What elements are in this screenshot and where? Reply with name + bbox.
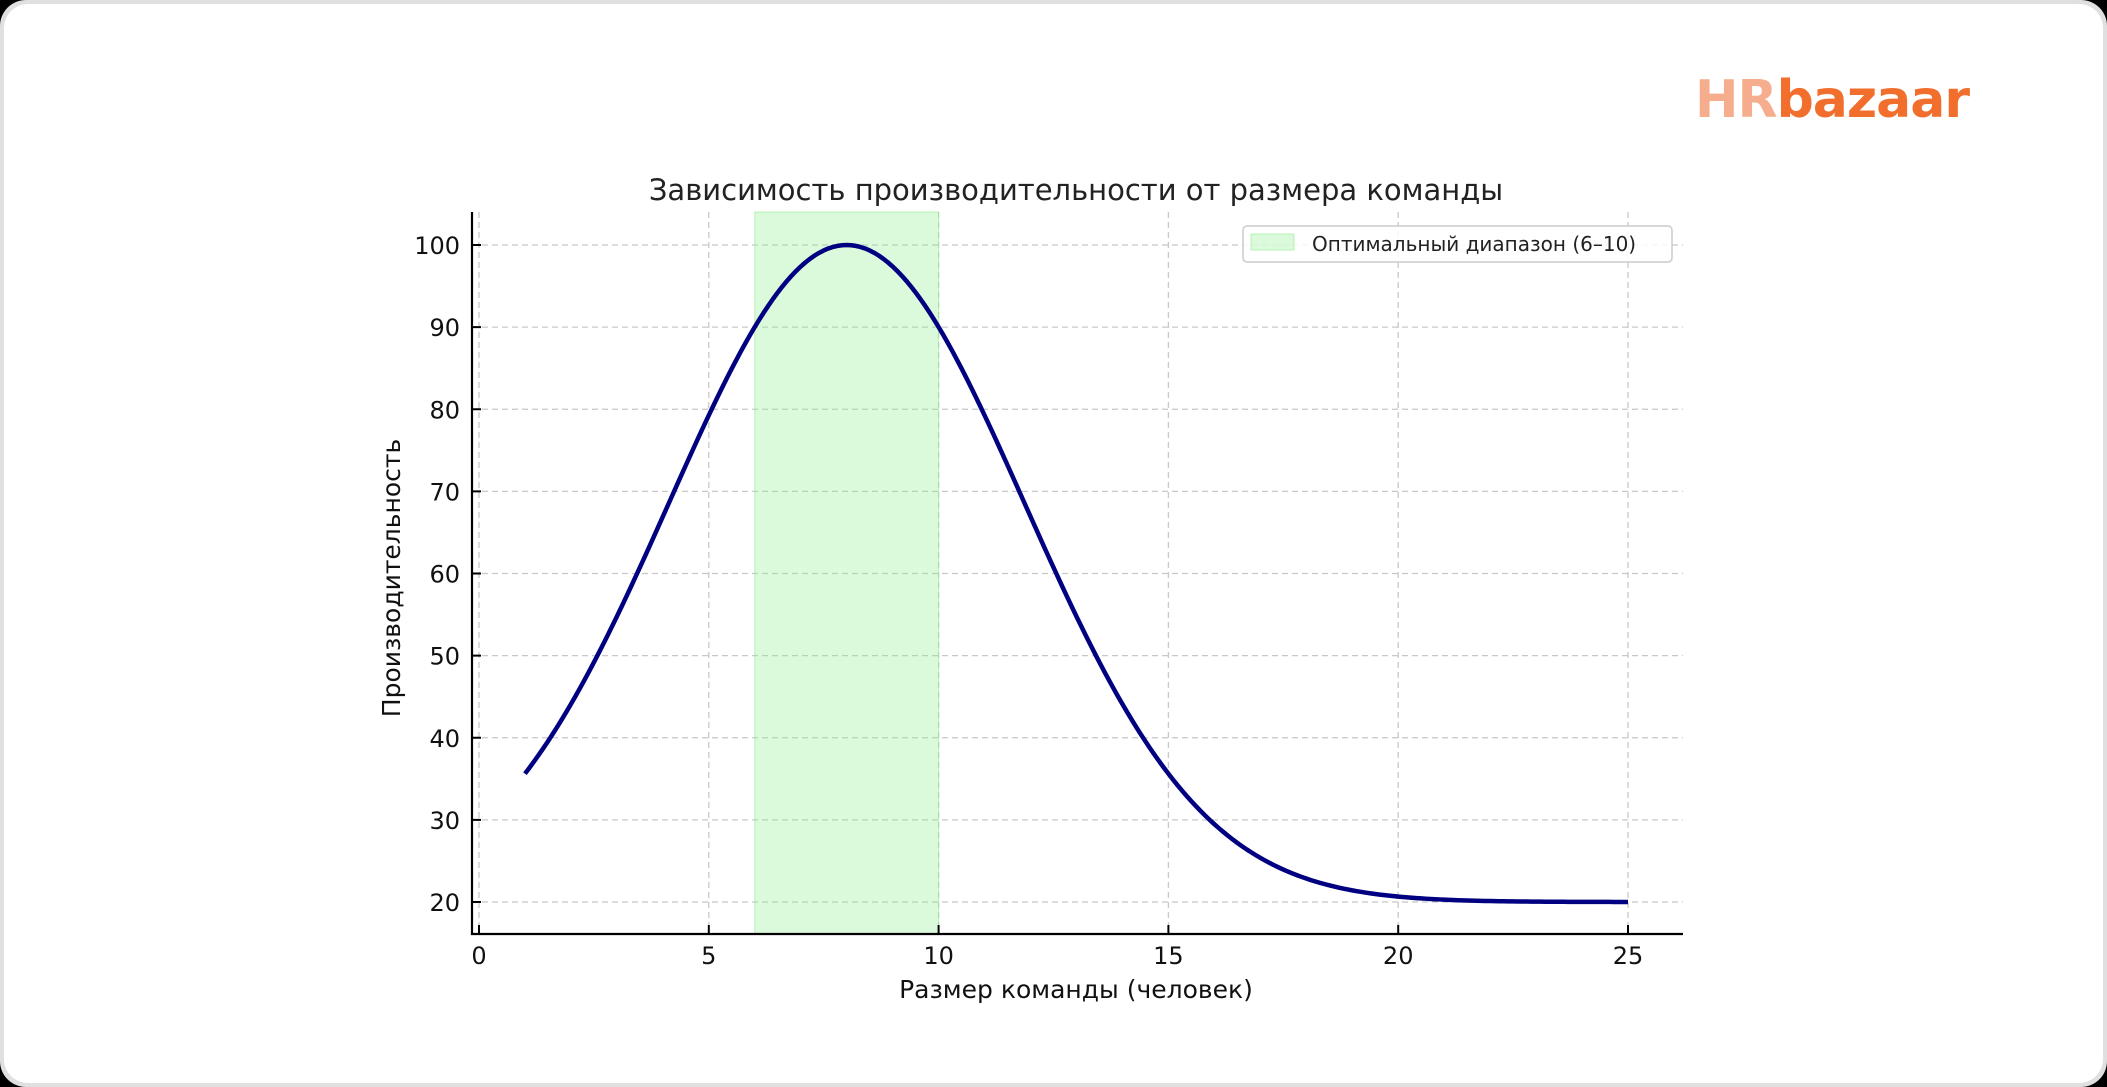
optimal-range-shade [754, 211, 940, 935]
y-tick-label: 60 [429, 561, 460, 589]
x-tick-label: 25 [1613, 942, 1644, 970]
y-tick-label: 100 [414, 232, 460, 260]
x-tick-label: 0 [471, 942, 486, 970]
y-axis-label: Производительность [377, 439, 406, 717]
x-tick-label: 15 [1153, 942, 1184, 970]
x-tick-label: 5 [701, 942, 716, 970]
legend-label: Оптимальный диапазон (6–10) [1312, 232, 1636, 256]
hrbazaar-logo: HRbazaar [1695, 74, 1970, 126]
legend: Оптимальный диапазон (6–10) [1242, 225, 1673, 263]
logo-hr: HR [1695, 70, 1778, 130]
y-tick-label: 30 [429, 807, 460, 835]
logo-bazaar: bazaar [1776, 70, 1970, 130]
y-tick-label: 40 [429, 725, 460, 753]
x-tick-label: 10 [923, 942, 954, 970]
legend-swatch [1250, 233, 1295, 251]
legend-box [1242, 225, 1673, 263]
performance-line [523, 242, 1629, 905]
y-tick-label: 80 [429, 396, 460, 424]
x-axis-label: Размер команды (человек) [899, 975, 1253, 1004]
y-tick-label: 90 [429, 314, 460, 342]
chart-title: Зависимость производительности от размер… [649, 173, 1503, 207]
x-axis-ticks: 0 5 10 15 20 25 [471, 925, 1643, 970]
y-tick-label: 50 [429, 643, 460, 671]
grid [472, 212, 1683, 934]
x-tick-label: 20 [1383, 942, 1414, 970]
y-axis-ticks: 20 30 40 50 60 70 80 90 100 [414, 232, 481, 917]
y-tick-label: 70 [429, 478, 460, 506]
y-tick-label: 20 [429, 889, 460, 917]
chart-card [4, 4, 2103, 1083]
